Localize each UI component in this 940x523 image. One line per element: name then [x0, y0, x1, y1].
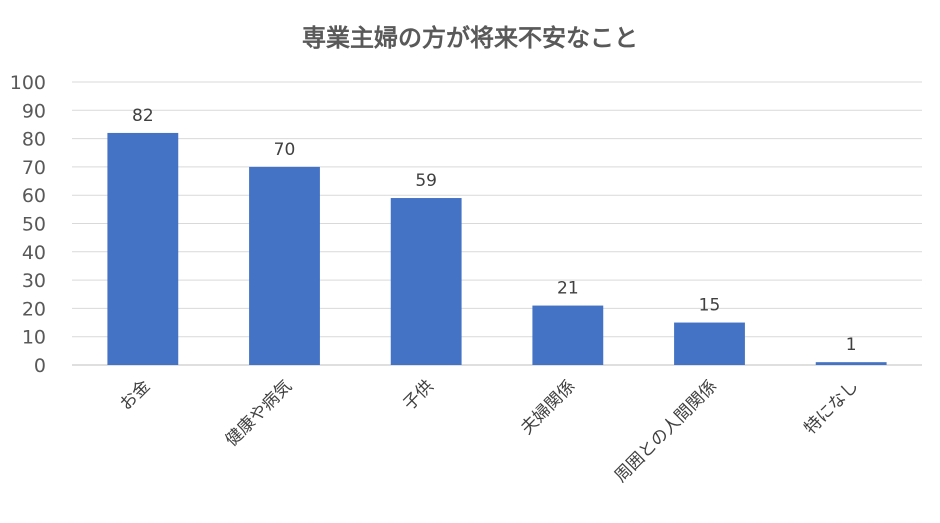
category-label: 健康や病気 [222, 376, 296, 450]
bar-4 [532, 305, 604, 365]
data-label: 21 [557, 279, 579, 299]
y-axis: 0 10 20 30 40 50 60 70 80 90 100 [10, 72, 46, 377]
category-label: 周囲との人間関係 [611, 376, 721, 486]
y-tick-label: 80 [22, 129, 46, 151]
y-tick-label: 90 [22, 100, 46, 122]
bar-6 [815, 362, 887, 365]
data-labels: 82 70 59 21 15 1 [132, 106, 857, 355]
y-tick-label: 10 [22, 327, 46, 349]
bar-2 [249, 166, 320, 365]
category-label: 子供 [400, 376, 438, 414]
category-label: 特になし [800, 376, 862, 438]
data-label: 82 [132, 106, 154, 126]
data-label: 15 [699, 296, 721, 316]
bar-5 [674, 322, 745, 365]
bar-1 [107, 132, 179, 365]
data-label: 59 [415, 171, 437, 191]
y-tick-label: 100 [10, 72, 46, 94]
data-label: 70 [274, 140, 296, 160]
x-axis: お金 健康や病気 子供 夫婦関係 周囲との人間関係 特になし [116, 376, 863, 486]
y-tick-label: 30 [22, 270, 46, 292]
bar-3 [390, 198, 462, 365]
bars [107, 132, 887, 365]
y-tick-label: 20 [22, 298, 46, 320]
data-label: 1 [846, 335, 857, 355]
category-label: 夫婦関係 [517, 376, 579, 438]
y-tick-label: 50 [22, 214, 46, 236]
y-tick-label: 60 [22, 185, 46, 207]
y-tick-label: 40 [22, 242, 46, 264]
gridlines [72, 81, 922, 366]
y-tick-label: 0 [34, 355, 46, 377]
chart-title: 専業主婦の方が将来不安なこと [302, 24, 638, 52]
y-tick-label: 70 [22, 157, 46, 179]
category-label: お金 [116, 376, 154, 414]
